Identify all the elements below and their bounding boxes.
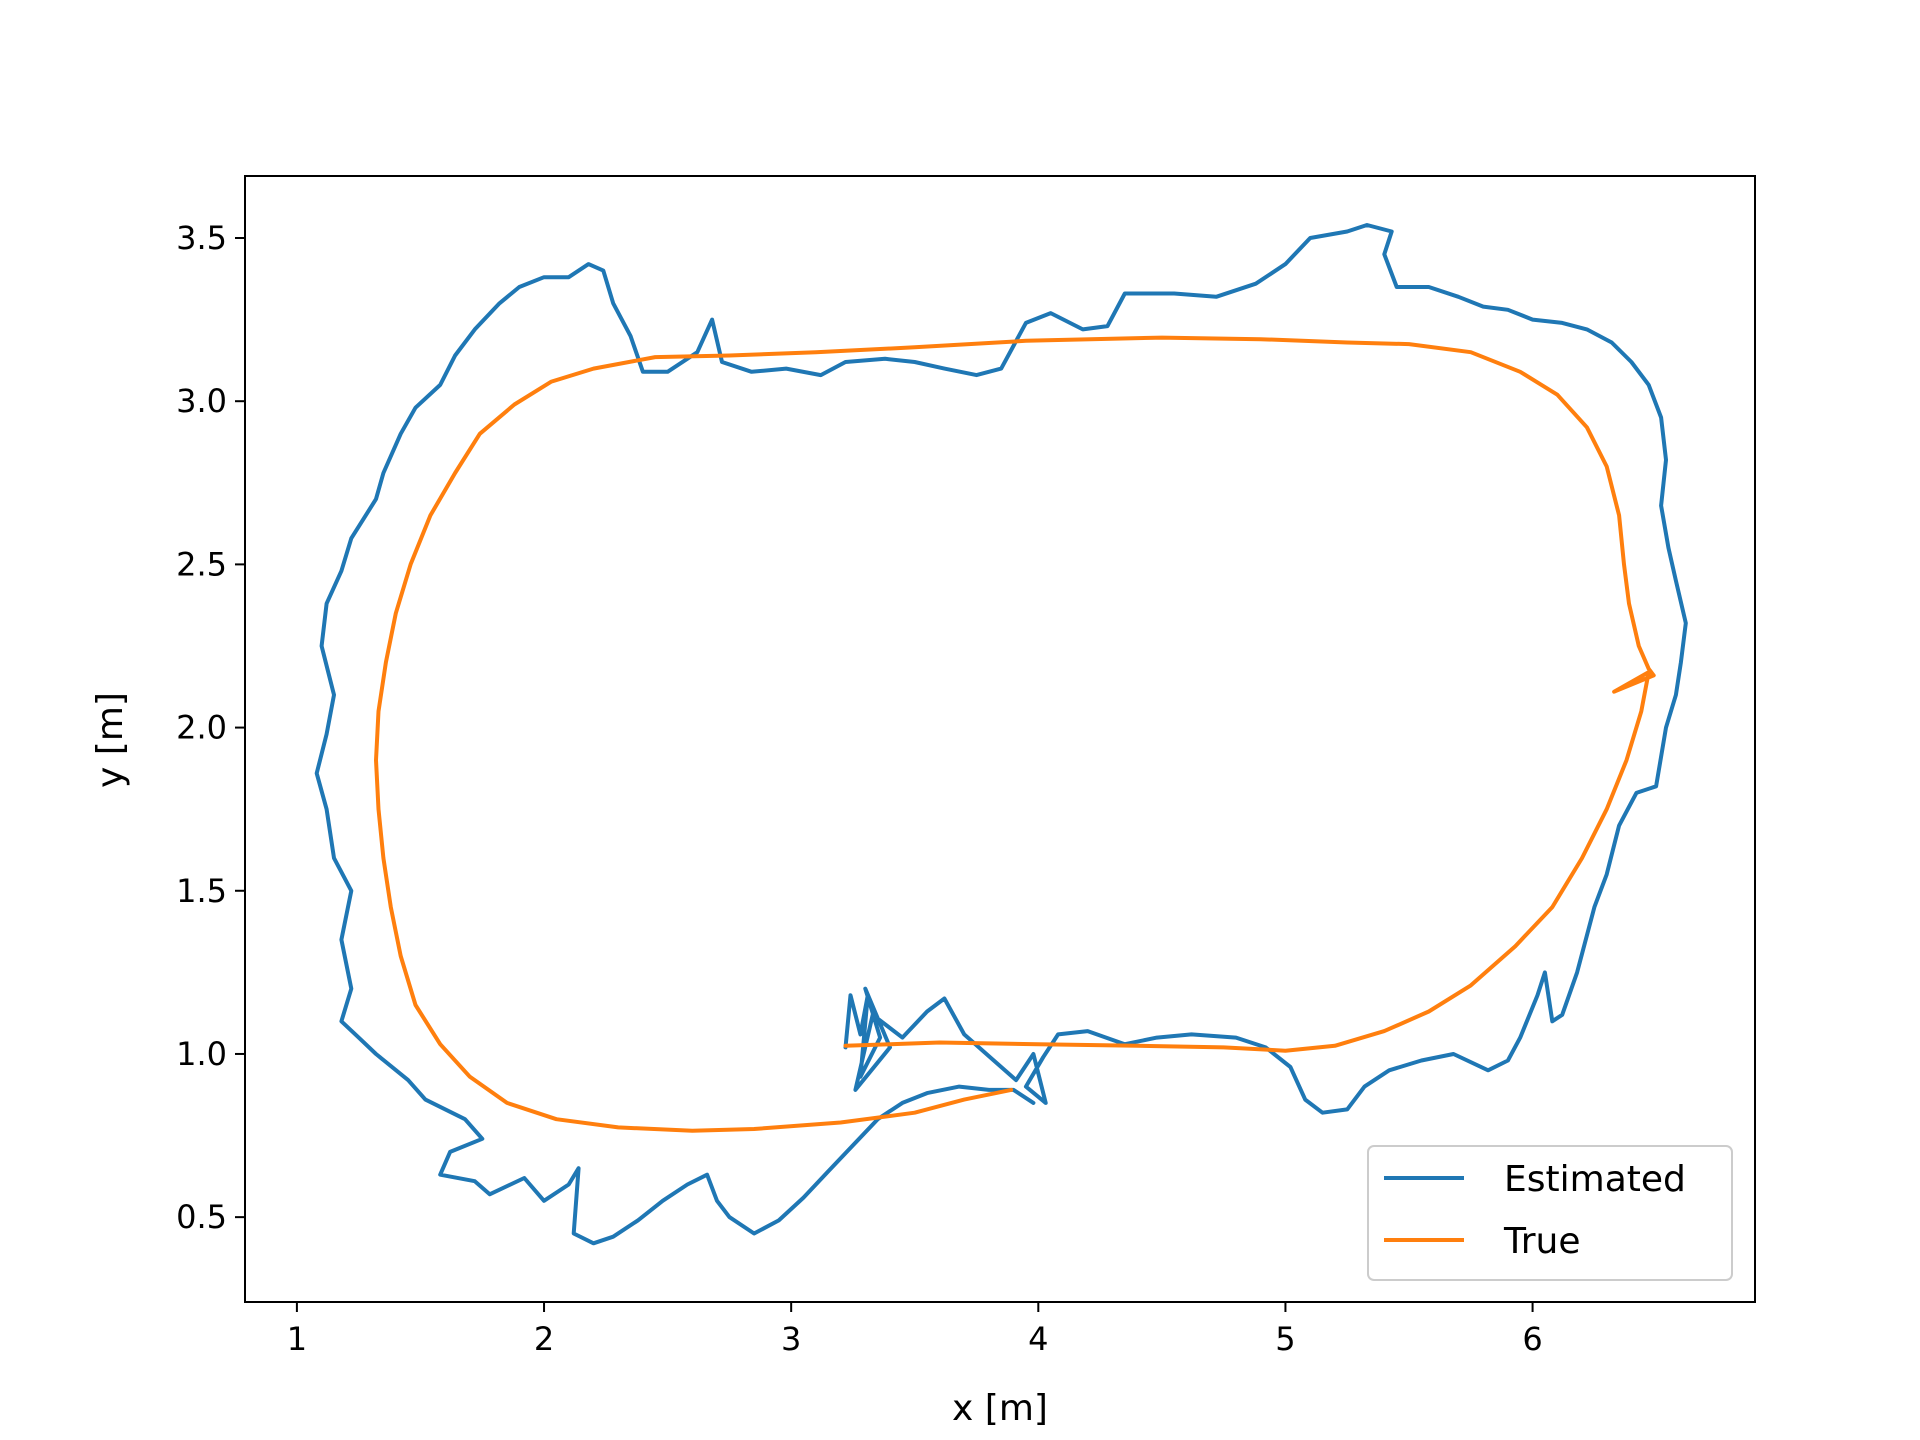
x-axis-label: x [m] bbox=[952, 1388, 1048, 1429]
axes-frame bbox=[244, 175, 1756, 1303]
x-tick-label: 1 bbox=[287, 1320, 307, 1358]
legend-true-label: True bbox=[1503, 1221, 1580, 1262]
x-tick-label: 6 bbox=[1522, 1320, 1542, 1358]
y-ticks: 0.5 1.0 1.5 2.0 2.5 3.0 3.5 bbox=[176, 219, 245, 1236]
legend: Estimated True bbox=[1367, 1145, 1733, 1281]
y-tick-label: 2.0 bbox=[176, 709, 227, 747]
x-tick-label: 2 bbox=[534, 1320, 554, 1358]
legend-estimated-label: Estimated bbox=[1504, 1159, 1686, 1200]
series-layer bbox=[314, 223, 1688, 1246]
y-tick-label: 0.5 bbox=[176, 1198, 227, 1236]
y-axis-label: y [m] bbox=[90, 692, 131, 788]
x-tick-label: 4 bbox=[1028, 1320, 1048, 1358]
x-ticks: 1 2 3 4 5 6 bbox=[287, 1302, 1543, 1358]
x-tick-label: 5 bbox=[1275, 1320, 1295, 1358]
y-tick-label: 1.0 bbox=[176, 1035, 227, 1073]
y-tick-label: 3.0 bbox=[176, 382, 227, 420]
y-tick-label: 1.5 bbox=[176, 872, 227, 910]
x-tick-label: 3 bbox=[781, 1320, 801, 1358]
y-tick-label: 2.5 bbox=[176, 545, 227, 583]
series-line-true bbox=[374, 335, 1656, 1133]
series-line-estimated bbox=[314, 223, 1688, 1246]
y-tick-label: 3.5 bbox=[176, 219, 227, 257]
